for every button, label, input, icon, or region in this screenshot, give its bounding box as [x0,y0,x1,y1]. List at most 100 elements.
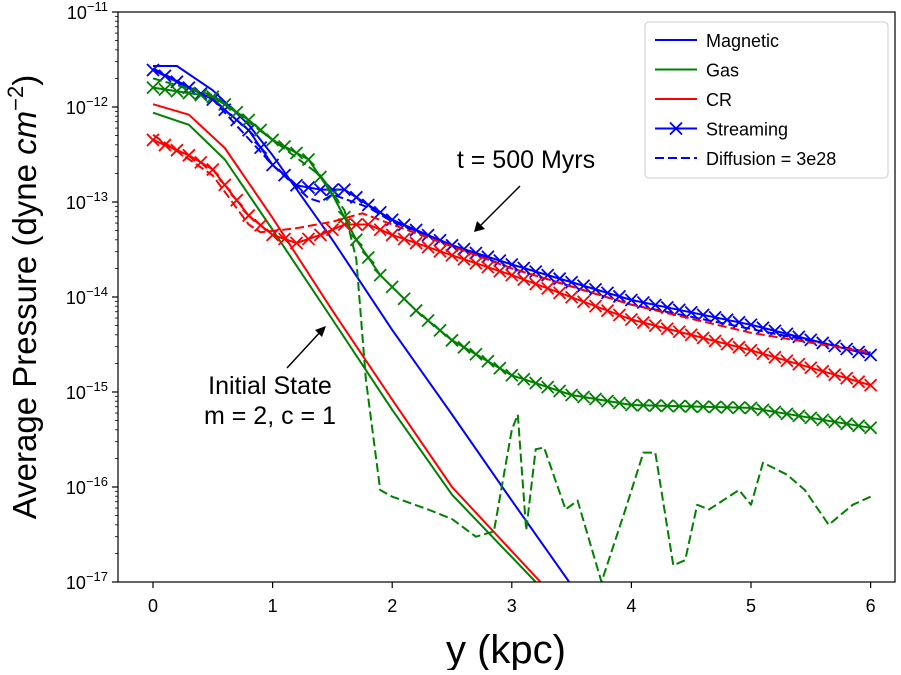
x-tick-label: 3 [507,596,517,616]
marker-streaming-gas [660,399,674,413]
marker-streaming-magnetic [289,178,304,192]
marker-streaming-cr [182,148,196,162]
marker-streaming-gas [816,413,830,427]
arrowhead-icon [315,326,326,337]
marker-streaming-gas [373,268,387,282]
marker-streaming-cr [792,357,806,371]
marker-streaming-gas [445,333,459,347]
marker-streaming-magnetic [146,63,160,77]
marker-streaming-gas [146,80,160,95]
y-tick-label: 10−11 [67,0,108,23]
marker-streaming-cr [672,325,686,339]
marker-streaming-gas [553,384,567,398]
marker-streaming-magnetic [505,257,519,272]
marker-streaming-cr [529,277,543,291]
y-tick-label: 10−12 [66,94,108,118]
marker-streaming-cr [517,272,531,287]
marker-streaming-gas [708,400,722,414]
series-initial-gas [152,111,537,582]
marker-streaming-cr [218,178,232,192]
marker-streaming-gas [732,400,746,415]
y-tick-label: 10−17 [66,569,108,593]
marker-streaming-cr [421,240,435,254]
marker-streaming-cr [277,232,292,246]
legend-label: Diffusion = 3e28 [706,149,836,169]
legend-label: Streaming [706,120,788,140]
marker-streaming-cr [481,260,495,274]
marker-streaming-gas [361,250,375,265]
y-tick-label: 10−16 [66,474,108,498]
marker-streaming-magnetic [445,238,459,252]
marker-streaming-cr [612,308,627,322]
x-tick-label: 2 [387,596,397,616]
marker-streaming-gas [648,398,662,413]
marker-streaming-gas [863,421,878,435]
y-tick-label: 10−14 [66,284,108,308]
marker-streaming-cr [756,347,770,361]
x-tick-label: 4 [626,596,636,616]
x-axis-label: y (kpc) [446,628,566,670]
marker-streaming-magnetic [301,180,316,195]
annotation-arrow-t500 [477,185,521,229]
marker-streaming-cr [852,375,866,389]
marker-streaming-magnetic [648,298,662,312]
legend-label: Gas [706,61,739,81]
marker-streaming-cr [457,252,471,266]
x-tick-label: 6 [866,596,876,616]
marker-streaming-gas [277,139,292,154]
marker-streaming-cr [301,232,316,246]
legend: Magnetic Gas CR Streaming Diffusion = 3e28 [644,21,889,179]
marker-streaming-gas [828,415,842,429]
marker-streaming-cr [696,331,710,345]
marker-streaming-magnetic [517,261,531,275]
marker-streaming-gas [684,399,698,414]
marker-streaming-cr [313,228,328,242]
x-tick-label: 0 [148,596,158,616]
axis-ticks: 0 1 2 3 4 5 6 10−11 10−12 10−13 10−14 10−15 10−16 10−… [66,0,876,616]
series-layer [146,63,878,582]
marker-streaming-cr [564,290,579,304]
marker-streaming-cr [158,138,172,152]
marker-streaming-gas [624,398,639,412]
x-tick-label: 1 [268,596,278,616]
marker-streaming-gas [588,392,603,406]
marker-streaming-gas [206,90,220,104]
annotation-initial-params: m = 2, c = 1 [204,402,336,430]
marker-streaming-cr [445,248,459,262]
marker-streaming-cr [349,217,363,232]
marker-streaming-cr [863,378,878,392]
marker-streaming-gas [170,84,184,98]
marker-streaming-gas [780,407,794,421]
marker-streaming-magnetic [529,264,543,279]
marker-streaming-gas [792,409,806,423]
legend-marker-x-icon [669,121,683,136]
marker-streaming-magnetic [768,324,782,338]
marker-streaming-magnetic [696,308,710,322]
marker-streaming-cr [146,133,160,147]
marker-streaming-gas [768,405,782,419]
legend-label: CR [706,90,732,110]
marker-streaming-cr [804,361,818,375]
marker-streaming-cr [254,218,268,232]
marker-streaming-gas [756,403,770,417]
marker-streaming-cr [409,236,423,250]
marker-streaming-gas [720,400,734,414]
annotation-arrow-initial [286,329,323,369]
marker-streaming-cr [636,315,650,330]
y-tick-label: 10−15 [66,379,108,403]
marker-streaming-cr [828,368,842,382]
series-diffusion-cr [152,133,871,354]
marker-streaming-cr [385,228,399,242]
marker-streaming-gas [481,354,495,368]
marker-streaming-cr [660,322,674,336]
x-tick-label: 5 [746,596,756,616]
marker-streaming-gas [493,361,507,375]
marker-streaming-cr [242,208,256,223]
marker-streaming-cr [505,268,519,282]
marker-streaming-magnetic [218,103,232,117]
marker-streaming-magnetic [254,140,268,155]
marker-streaming-magnetic [863,348,878,362]
marker-streaming-gas [409,303,423,318]
marker-streaming-gas [421,313,435,328]
